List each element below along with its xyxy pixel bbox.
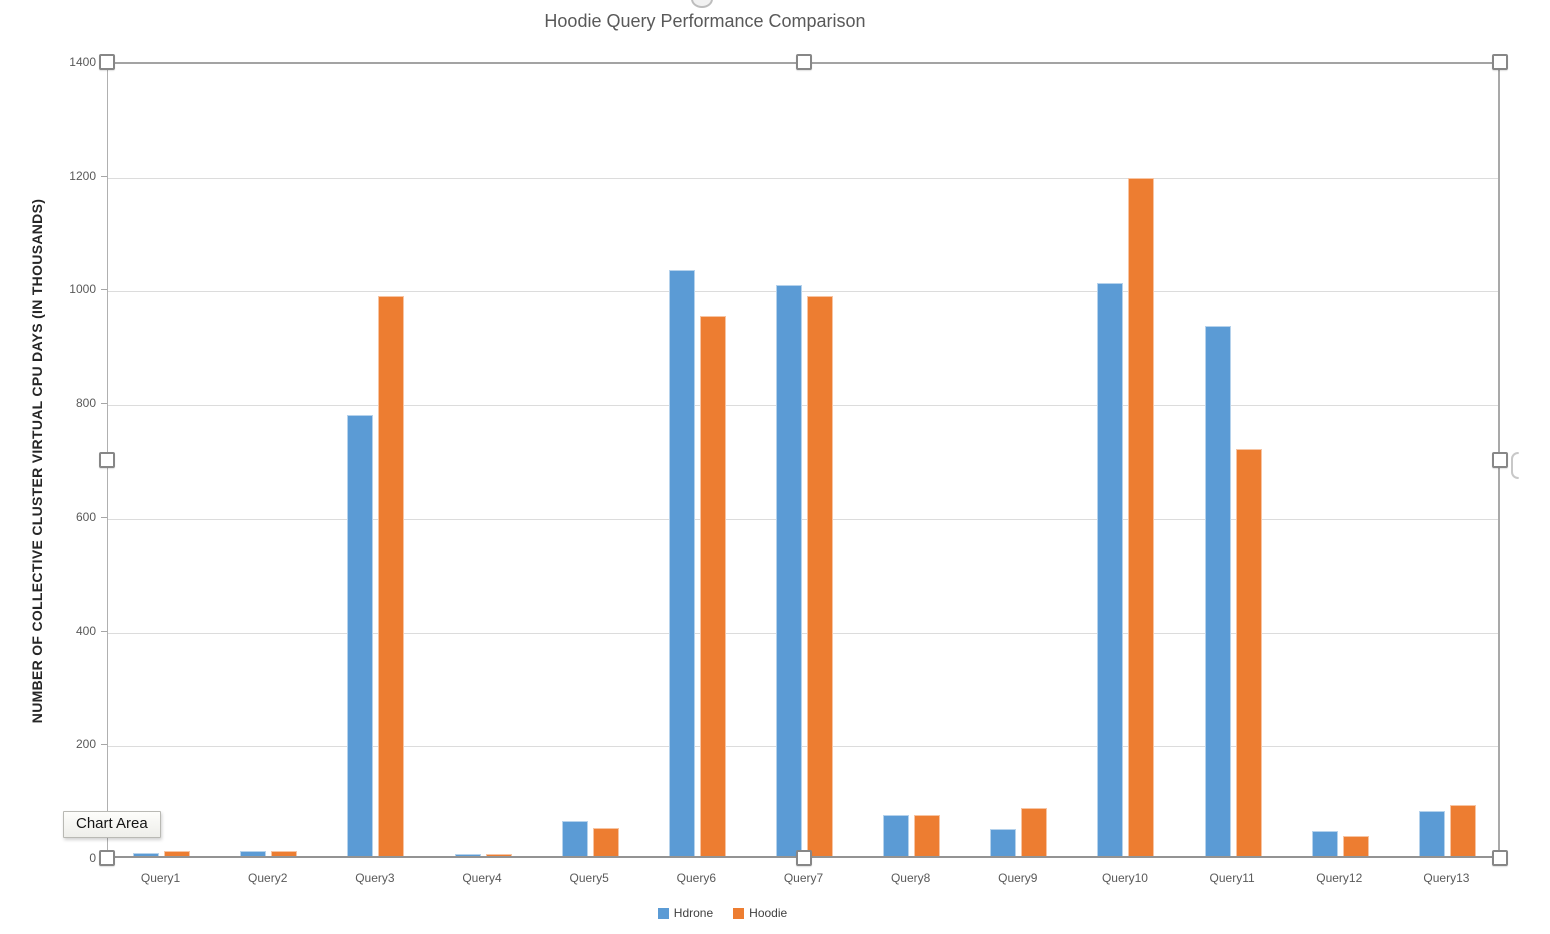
y-tick-label-200: 200 (75, 737, 96, 752)
chart-area-tooltip: Chart Area (63, 811, 161, 838)
bar-hdrone-query4[interactable] (454, 853, 481, 856)
bar-hoodie-query7[interactable] (807, 295, 833, 856)
y-tick-label-800: 800 (75, 396, 96, 411)
x-tick-label-query8: Query8 (890, 871, 931, 885)
bar-hoodie-query12[interactable] (1342, 836, 1369, 856)
chart-frame-handle-partial-right (1511, 452, 1519, 479)
legend-item-hoodie[interactable]: Hoodie (733, 906, 787, 920)
legend[interactable]: Hdrone Hoodie (0, 906, 1445, 920)
bar-hdrone-query9[interactable] (990, 828, 1017, 856)
x-tick-label-query4: Query4 (462, 871, 502, 885)
bar-hdrone-query5[interactable] (561, 820, 588, 856)
bar-hdrone-query13[interactable] (1418, 810, 1445, 856)
bar-hdrone-query6[interactable] (668, 270, 695, 856)
gridline-200 (108, 746, 1498, 748)
selection-handle-mid-right[interactable] (1492, 452, 1508, 468)
bar-hoodie-query5[interactable] (592, 827, 619, 856)
bar-hoodie-query2[interactable] (271, 851, 298, 856)
bar-hoodie-query3[interactable] (378, 295, 405, 856)
x-tick-label-query9: Query9 (998, 871, 1038, 885)
legend-swatch-icon (733, 907, 745, 919)
bar-hoodie-query10[interactable] (1128, 177, 1155, 856)
selection-handle-bottom-left[interactable] (99, 850, 115, 866)
bar-hoodie-query9[interactable] (1021, 807, 1048, 856)
x-tick-label-query10: Query10 (1101, 871, 1148, 885)
y-tick-mark-1200 (101, 175, 107, 177)
gridline-400 (108, 632, 1498, 634)
y-tick-label-1000: 1000 (69, 282, 96, 297)
gridline-800 (108, 405, 1498, 407)
bar-hoodie-query4[interactable] (485, 853, 512, 856)
x-tick-label-query1: Query1 (140, 871, 181, 885)
y-tick-mark-800 (101, 403, 107, 405)
legend-item-hdrone[interactable]: Hdrone (657, 906, 714, 920)
x-tick-label-query2: Query2 (248, 871, 288, 885)
bar-hoodie-query1[interactable] (164, 851, 191, 856)
gridline-1000 (108, 291, 1498, 293)
selection-handle-mid-left[interactable] (99, 452, 115, 468)
gridline-1200 (108, 177, 1498, 179)
bar-hdrone-query10[interactable] (1097, 282, 1124, 856)
y-tick-mark-400 (101, 630, 107, 632)
x-tick-label-query3: Query3 (355, 871, 395, 885)
legend-label: Hoodie (749, 906, 788, 920)
bar-hdrone-query1[interactable] (133, 853, 160, 856)
plot-area[interactable] (107, 62, 1500, 858)
gridline-600 (108, 518, 1498, 520)
selection-handle-top-right[interactable] (1492, 54, 1508, 70)
y-tick-label-600: 600 (75, 509, 96, 524)
chart-title[interactable]: Hoodie Query Performance Comparison (544, 11, 866, 31)
bar-hoodie-query13[interactable] (1449, 804, 1476, 856)
x-tick-label-query11: Query11 (1209, 871, 1255, 885)
bar-hoodie-query8[interactable] (914, 815, 941, 856)
x-tick-label-query5: Query5 (569, 871, 609, 885)
x-tick-label-query7: Query7 (783, 871, 824, 885)
y-tick-label-1200: 1200 (69, 168, 96, 183)
bar-hdrone-query8[interactable] (883, 814, 910, 856)
selection-handle-top-center[interactable] (795, 54, 812, 70)
x-tick-label-query6: Query6 (676, 871, 717, 885)
bar-hdrone-query11[interactable] (1204, 325, 1231, 856)
y-tick-label-400: 400 (75, 623, 96, 638)
bar-hoodie-query11[interactable] (1235, 449, 1262, 856)
selection-handle-top-left[interactable] (99, 54, 115, 70)
legend-label: Hdrone (673, 906, 714, 920)
y-tick-label-0: 0 (89, 851, 96, 865)
bar-hdrone-query12[interactable] (1311, 830, 1338, 856)
bar-hdrone-query3[interactable] (347, 415, 374, 856)
bar-hdrone-query2[interactable] (240, 851, 267, 856)
y-tick-label-1400: 1400 (69, 55, 96, 69)
selection-handle-bottom-center[interactable] (795, 850, 812, 866)
chart-frame-handle-partial-top (691, 0, 713, 8)
x-tick-label-query12: Query12 (1316, 871, 1363, 885)
selection-handle-bottom-right[interactable] (1492, 850, 1508, 866)
bar-hoodie-query6[interactable] (699, 315, 726, 856)
y-tick-mark-1000 (101, 289, 107, 291)
y-tick-mark-600 (101, 516, 107, 518)
y-tick-mark-200 (101, 744, 107, 746)
bar-hdrone-query7[interactable] (776, 284, 802, 856)
x-tick-label-query13: Query13 (1423, 871, 1470, 885)
y-axis-title[interactable]: NUMBER OF COLLECTIVE CLUSTER VIRTUAL CPU… (29, 198, 45, 724)
legend-swatch-icon (657, 907, 669, 919)
